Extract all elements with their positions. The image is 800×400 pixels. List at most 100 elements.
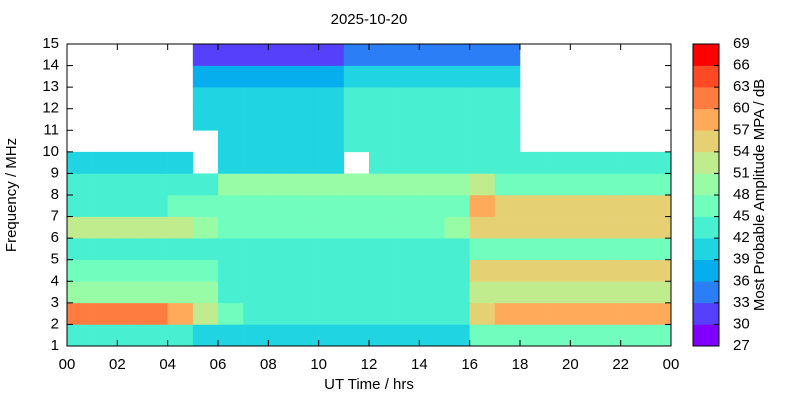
- heat-cell: [394, 238, 420, 261]
- heat-cell: [369, 44, 395, 66]
- heat-cell: [469, 44, 496, 66]
- heat-cell: [293, 195, 319, 217]
- heat-cell: [494, 324, 521, 347]
- heat-cell: [192, 87, 219, 110]
- heat-cell: [243, 216, 269, 239]
- heat-cell: [394, 44, 420, 66]
- heat-cell: [67, 259, 93, 282]
- heat-cell: [394, 216, 420, 239]
- x-tick-label: 22: [612, 356, 629, 373]
- x-tick-label: 16: [461, 356, 478, 373]
- colorbar-tick-label: 36: [733, 272, 750, 289]
- heat-cell: [243, 151, 269, 174]
- colorbar-swatch: [693, 65, 719, 88]
- colorbar-tick-label: 60: [733, 100, 750, 117]
- heat-cell: [419, 195, 445, 217]
- heat-cell: [117, 195, 143, 217]
- heat-cell: [243, 324, 269, 347]
- heat-cell: [570, 151, 596, 174]
- heat-cell: [394, 65, 420, 88]
- heat-cell: [218, 44, 244, 66]
- heat-cell: [343, 324, 370, 347]
- heat-cell: [394, 173, 420, 196]
- heat-cell: [192, 238, 219, 261]
- heat-cell: [469, 130, 496, 153]
- heat-cell: [92, 173, 118, 196]
- heat-cell: [545, 173, 571, 196]
- heat-cell: [494, 65, 521, 88]
- heat-cell: [369, 151, 395, 174]
- chart-title: 2025-10-20: [331, 11, 408, 28]
- heat-cell: [318, 281, 345, 304]
- heat-cell: [444, 216, 470, 239]
- heat-cell: [494, 302, 521, 325]
- heat-cell: [494, 259, 521, 282]
- x-tick-label: 04: [159, 356, 176, 373]
- y-tick-label: 6: [51, 229, 59, 246]
- heat-cell: [92, 151, 118, 174]
- heat-cell: [92, 302, 118, 325]
- heat-cell: [293, 302, 319, 325]
- heat-cell: [520, 324, 546, 347]
- heat-cell: [268, 65, 294, 88]
- y-tick-label: 10: [42, 143, 59, 160]
- colorbar-swatch: [693, 216, 719, 239]
- heat-cell: [142, 216, 168, 239]
- heat-cell: [293, 216, 319, 239]
- heat-cell: [444, 281, 470, 304]
- heat-cell: [494, 238, 521, 261]
- heat-cell: [444, 259, 470, 282]
- heat-cell: [218, 195, 244, 217]
- heat-cell: [167, 151, 194, 174]
- y-tick-label: 9: [51, 164, 59, 181]
- y-tick-label: 4: [51, 272, 59, 289]
- y-tick-label: 2: [51, 315, 59, 332]
- heat-cell: [343, 65, 370, 88]
- heat-cell: [67, 195, 93, 217]
- heat-cell: [293, 151, 319, 174]
- heat-cell: [520, 281, 546, 304]
- heat-cell: [243, 130, 269, 153]
- y-tick-label: 8: [51, 186, 59, 203]
- colorbar-tick-label: 54: [733, 143, 750, 160]
- heat-cell: [444, 44, 470, 66]
- heat-cell: [192, 173, 219, 196]
- heat-cell: [167, 281, 194, 304]
- heat-cell: [117, 238, 143, 261]
- heat-cell: [520, 238, 546, 261]
- heat-cell: [192, 108, 219, 131]
- heat-cell: [218, 238, 244, 261]
- heat-cell: [218, 108, 244, 131]
- heat-cell: [520, 151, 546, 174]
- heat-cell: [394, 108, 420, 131]
- heat-cell: [444, 302, 470, 325]
- heat-cell: [469, 216, 496, 239]
- heat-cell: [419, 216, 445, 239]
- heat-cell: [570, 173, 596, 196]
- heat-cell: [419, 302, 445, 325]
- heat-cell: [620, 195, 647, 217]
- x-tick-label: 12: [361, 356, 378, 373]
- x-tick-label: 00: [663, 356, 680, 373]
- heat-cell: [268, 324, 294, 347]
- heat-cell: [243, 108, 269, 131]
- heat-cell: [293, 238, 319, 261]
- heat-cell: [545, 195, 571, 217]
- heat-cell: [318, 108, 345, 131]
- colorbar-tick-label: 48: [733, 186, 750, 203]
- heat-cell: [494, 44, 521, 66]
- heat-cell: [419, 87, 445, 110]
- heat-cell: [394, 130, 420, 153]
- heat-cell: [318, 65, 345, 88]
- heat-cell: [218, 302, 244, 325]
- heat-cell: [645, 302, 672, 325]
- heat-cell: [369, 259, 395, 282]
- heat-cell: [595, 259, 621, 282]
- x-tick-label: 14: [411, 356, 428, 373]
- heat-cell: [318, 87, 345, 110]
- heat-cell: [570, 302, 596, 325]
- heat-cell: [343, 108, 370, 131]
- heat-cell: [218, 281, 244, 304]
- heat-cell: [92, 259, 118, 282]
